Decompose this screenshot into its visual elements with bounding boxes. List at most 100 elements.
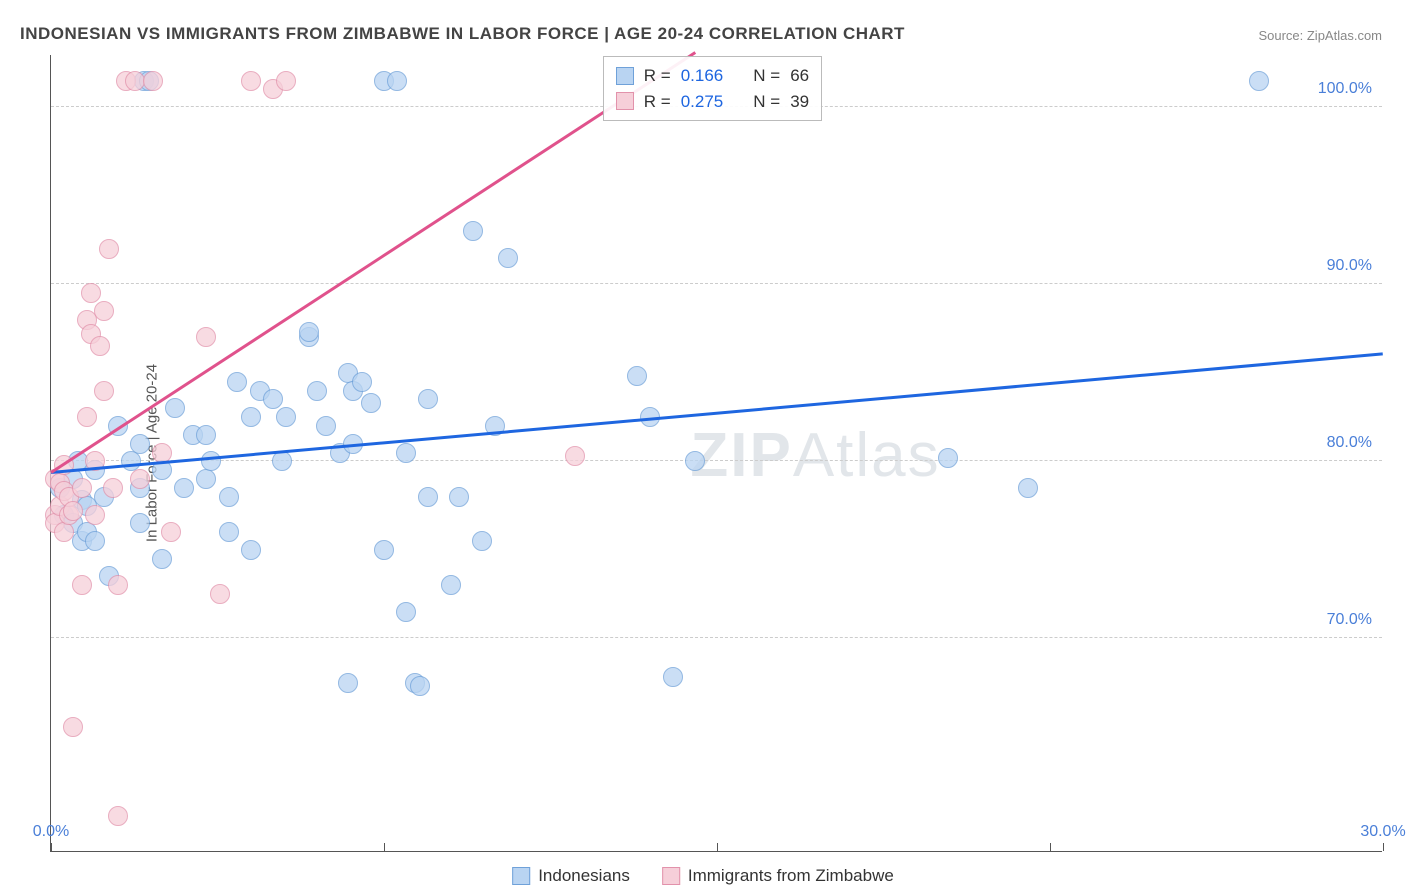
scatter-point-indonesian — [316, 416, 336, 436]
scatter-point-indonesian — [627, 366, 647, 386]
scatter-point-indonesian — [272, 451, 292, 471]
scatter-point-indonesian — [410, 676, 430, 696]
y-tick-label: 70.0% — [1327, 611, 1372, 629]
r-value: 0.166 — [681, 63, 724, 89]
scatter-point-indonesian — [241, 407, 261, 427]
scatter-point-indonesian — [130, 513, 150, 533]
scatter-point-zimbabwe — [108, 575, 128, 595]
x-tick-mark — [1383, 843, 1384, 851]
r-label: R = — [644, 63, 671, 89]
scatter-point-zimbabwe — [81, 283, 101, 303]
scatter-point-indonesian — [418, 487, 438, 507]
legend-swatch — [616, 92, 634, 110]
legend-item: Indonesians — [512, 866, 630, 886]
x-tick-mark — [51, 843, 52, 851]
scatter-point-zimbabwe — [94, 301, 114, 321]
scatter-point-zimbabwe — [130, 469, 150, 489]
scatter-point-indonesian — [396, 602, 416, 622]
scatter-point-zimbabwe — [108, 806, 128, 826]
scatter-point-zimbabwe — [63, 501, 83, 521]
y-tick-label: 80.0% — [1327, 434, 1372, 452]
scatter-point-indonesian — [85, 531, 105, 551]
scatter-point-indonesian — [338, 673, 358, 693]
scatter-point-indonesian — [685, 451, 705, 471]
x-tick-mark — [1050, 843, 1051, 851]
scatter-point-zimbabwe — [90, 336, 110, 356]
legend-label: Immigrants from Zimbabwe — [688, 866, 894, 886]
y-tick-label: 100.0% — [1318, 80, 1372, 98]
scatter-point-indonesian — [201, 451, 221, 471]
legend-row: R = 0.166 N = 66 — [616, 63, 809, 89]
gridline — [51, 283, 1382, 284]
scatter-point-zimbabwe — [161, 522, 181, 542]
scatter-point-zimbabwe — [196, 327, 216, 347]
scatter-point-indonesian — [299, 322, 319, 342]
scatter-point-indonesian — [449, 487, 469, 507]
scatter-point-zimbabwe — [143, 71, 163, 91]
n-value: 66 — [790, 63, 809, 89]
scatter-point-indonesian — [387, 71, 407, 91]
scatter-point-zimbabwe — [72, 478, 92, 498]
r-value: 0.275 — [681, 89, 724, 115]
scatter-point-zimbabwe — [565, 446, 585, 466]
scatter-point-indonesian — [227, 372, 247, 392]
scatter-point-indonesian — [374, 540, 394, 560]
scatter-point-indonesian — [472, 531, 492, 551]
chart-title: INDONESIAN VS IMMIGRANTS FROM ZIMBABWE I… — [20, 24, 905, 44]
scatter-point-zimbabwe — [94, 381, 114, 401]
scatter-point-indonesian — [263, 389, 283, 409]
scatter-point-indonesian — [241, 540, 261, 560]
n-label: N = — [753, 89, 780, 115]
scatter-point-indonesian — [165, 398, 185, 418]
scatter-point-zimbabwe — [241, 71, 261, 91]
x-tick-label: 30.0% — [1360, 823, 1405, 841]
scatter-point-zimbabwe — [276, 71, 296, 91]
scatter-point-zimbabwe — [77, 407, 97, 427]
scatter-point-indonesian — [219, 522, 239, 542]
gridline — [51, 637, 1382, 638]
scatter-point-indonesian — [498, 248, 518, 268]
scatter-point-indonesian — [663, 667, 683, 687]
plot-area: In Labor Force | Age 20-24 ZIPAtlas 70.0… — [50, 55, 1382, 852]
scatter-point-zimbabwe — [210, 584, 230, 604]
scatter-point-zimbabwe — [72, 575, 92, 595]
legend-bottom: Indonesians Immigrants from Zimbabwe — [512, 866, 894, 886]
gridline — [51, 460, 1382, 461]
scatter-point-zimbabwe — [63, 717, 83, 737]
scatter-point-indonesian — [418, 389, 438, 409]
scatter-point-indonesian — [352, 372, 372, 392]
legend-swatch — [512, 867, 530, 885]
scatter-point-indonesian — [307, 381, 327, 401]
scatter-point-zimbabwe — [99, 239, 119, 259]
scatter-point-zimbabwe — [85, 505, 105, 525]
scatter-point-indonesian — [938, 448, 958, 468]
x-tick-mark — [384, 843, 385, 851]
r-label: R = — [644, 89, 671, 115]
y-tick-label: 90.0% — [1327, 257, 1372, 275]
legend-swatch — [616, 67, 634, 85]
scatter-point-indonesian — [196, 469, 216, 489]
legend-label: Indonesians — [538, 866, 630, 886]
scatter-point-zimbabwe — [54, 522, 74, 542]
scatter-point-indonesian — [219, 487, 239, 507]
n-label: N = — [753, 63, 780, 89]
scatter-point-indonesian — [361, 393, 381, 413]
x-tick-mark — [717, 843, 718, 851]
scatter-point-indonesian — [196, 425, 216, 445]
correlation-legend: R =0.166N =66R =0.275N =39 — [603, 56, 822, 121]
scatter-point-indonesian — [276, 407, 296, 427]
legend-row: R =0.275N =39 — [616, 89, 809, 115]
legend-swatch — [662, 867, 680, 885]
scatter-point-indonesian — [174, 478, 194, 498]
scatter-point-indonesian — [396, 443, 416, 463]
scatter-point-zimbabwe — [103, 478, 123, 498]
watermark: ZIPAtlas — [690, 420, 940, 491]
scatter-point-indonesian — [152, 549, 172, 569]
scatter-point-indonesian — [1018, 478, 1038, 498]
scatter-point-indonesian — [441, 575, 461, 595]
source-label: Source: ZipAtlas.com — [1258, 28, 1382, 43]
x-tick-label: 0.0% — [33, 823, 69, 841]
scatter-point-indonesian — [130, 434, 150, 454]
scatter-point-indonesian — [463, 221, 483, 241]
scatter-point-indonesian — [1249, 71, 1269, 91]
